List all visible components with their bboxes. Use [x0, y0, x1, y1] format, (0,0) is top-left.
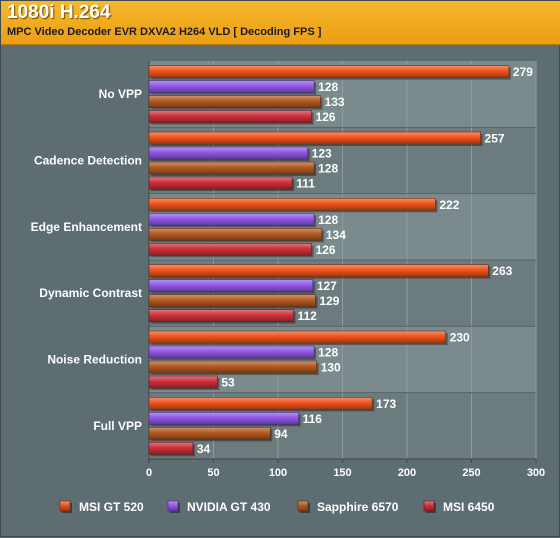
bar-value-label: 116	[303, 412, 323, 426]
legend-swatch	[59, 500, 71, 512]
bar	[148, 146, 308, 160]
legend-swatch	[297, 500, 309, 512]
category-label: No VPP	[99, 87, 142, 101]
chart-title: 1080i H.264	[7, 2, 111, 23]
bar-value-label: 129	[319, 294, 339, 308]
x-tick-label: 200	[398, 467, 416, 479]
bar	[148, 330, 447, 344]
bar	[148, 176, 293, 190]
legend-label: NVIDIA GT 430	[187, 500, 271, 514]
bar-value-label: 222	[439, 198, 459, 212]
x-tick-label: 250	[462, 467, 480, 479]
legend-swatch	[167, 500, 179, 512]
bar	[148, 442, 194, 455]
chart-header: 1080i H.264 MPC Video Decoder EVR DXVA2 …	[1, 1, 560, 45]
category-label: Cadence Detection	[34, 154, 142, 168]
bar	[148, 412, 299, 425]
category-label: Full VPP	[93, 419, 142, 433]
bar-value-label: 173	[376, 397, 396, 411]
bar-value-label: 123	[312, 147, 332, 161]
legend-label: MSI 6450	[443, 500, 495, 514]
bar-value-label: 134	[326, 228, 346, 242]
bar-value-label: 126	[316, 243, 336, 257]
category-label: Dynamic Contrast	[39, 286, 142, 300]
bar	[148, 131, 481, 145]
bar-value-label: 279	[513, 65, 533, 79]
bar	[148, 279, 314, 292]
bar	[148, 309, 294, 322]
bar-value-label: 133	[325, 95, 345, 109]
legend-swatch	[423, 500, 435, 512]
bar	[148, 360, 317, 374]
bar-value-label: 127	[317, 279, 337, 293]
bar-value-label: 128	[318, 346, 338, 360]
bar	[148, 375, 218, 389]
bar	[148, 213, 315, 226]
bar-value-label: 257	[485, 132, 505, 146]
x-tick-label: 150	[333, 467, 351, 479]
legend-label: MSI GT 520	[79, 500, 144, 514]
chart-subtitle: MPC Video Decoder EVR DXVA2 H264 VLD [ D…	[7, 26, 322, 38]
bar-value-label: 128	[318, 213, 338, 227]
bar	[148, 294, 316, 307]
bar	[148, 95, 321, 108]
bar-value-label: 34	[197, 442, 211, 456]
x-tick-label: 300	[527, 467, 545, 479]
bar-value-label: 112	[297, 309, 317, 323]
bar-value-label: 263	[492, 264, 512, 278]
x-tick-label: 50	[207, 467, 219, 479]
bar-value-label: 111	[296, 177, 315, 191]
legend-label: Sapphire 6570	[317, 500, 399, 514]
bar-value-label: 230	[450, 331, 470, 345]
bar	[148, 228, 323, 241]
bar-value-label: 128	[318, 80, 338, 94]
bar-value-label: 126	[316, 110, 336, 124]
bar	[148, 264, 489, 277]
bar	[148, 80, 315, 93]
bar	[148, 427, 271, 440]
bar-value-label: 53	[221, 376, 235, 390]
bar	[148, 65, 510, 78]
x-tick-label: 100	[269, 467, 287, 479]
bar-value-label: 128	[318, 162, 338, 176]
bar	[148, 243, 312, 256]
bar-value-label: 94	[274, 427, 288, 441]
x-tick-label: 0	[146, 467, 152, 479]
bar	[148, 110, 312, 123]
category-label: Noise Reduction	[47, 353, 142, 367]
bar	[148, 161, 315, 175]
bar	[148, 397, 373, 410]
bar	[148, 198, 436, 211]
bar-value-label: 130	[321, 361, 341, 375]
category-label: Edge Enhancement	[31, 220, 142, 234]
bar	[148, 345, 315, 359]
